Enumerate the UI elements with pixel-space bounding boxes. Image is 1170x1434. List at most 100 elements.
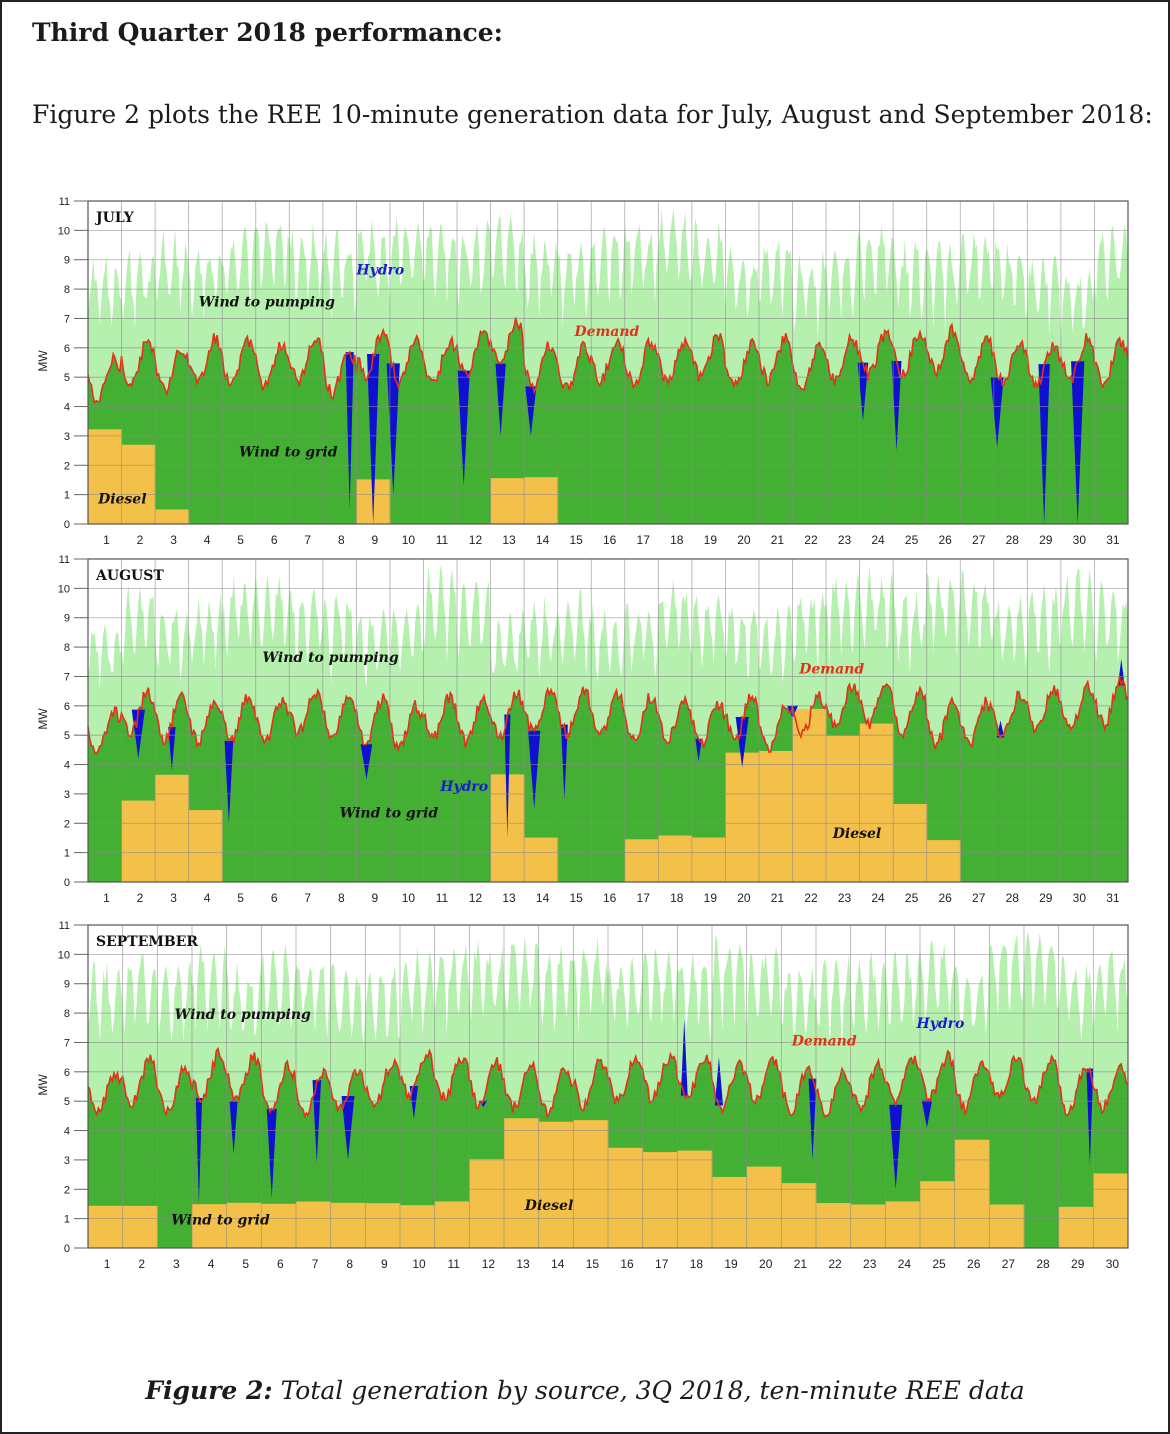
x-tick-label: 8 (346, 1257, 353, 1271)
hydro-spike (367, 354, 380, 524)
x-tick-label: 11 (447, 1257, 460, 1271)
x-tick-label: 20 (759, 1257, 773, 1271)
annotation-hydro: Hydro (355, 262, 404, 278)
panel-month-label: AUGUST (95, 568, 164, 584)
x-tick-label: 4 (204, 891, 211, 905)
x-tick-label: 23 (838, 891, 852, 905)
y-tick-label: 0 (64, 1243, 70, 1255)
x-tick-label: 19 (724, 1257, 738, 1271)
diesel-bar (658, 835, 693, 882)
x-tick-label: 9 (371, 891, 378, 905)
diesel-bar (490, 478, 525, 524)
diesel-bar (954, 1139, 990, 1248)
annotation-diesel: Diesel (97, 491, 146, 507)
annotation-diesel: Diesel (524, 1198, 573, 1214)
x-tick-label: 24 (898, 1257, 912, 1271)
hydro-spike (1086, 1068, 1094, 1166)
y-tick-label: 10 (58, 583, 70, 595)
annotation-demand: Demand (798, 662, 864, 678)
hydro-spike (479, 1100, 488, 1108)
x-tick-label: 9 (371, 533, 378, 547)
hydro-spike (921, 1100, 933, 1128)
hydro-spike (224, 740, 234, 824)
diesel-bar (226, 1202, 262, 1248)
y-tick-label: 4 (64, 402, 70, 414)
x-tick-label: 15 (586, 1257, 600, 1271)
y-tick-label: 8 (64, 284, 70, 296)
diesel-bar (792, 708, 827, 882)
hydro-spike (1071, 361, 1085, 524)
x-tick-label: 3 (173, 1257, 180, 1271)
x-tick-label: 27 (1002, 1257, 1016, 1271)
x-tick-label: 19 (704, 533, 718, 547)
annotation-wind-to-pumping: Wind to pumping (175, 1007, 311, 1023)
hydro-spike (495, 363, 506, 436)
hydro-spike (889, 1104, 903, 1190)
x-tick-label: 17 (637, 533, 651, 547)
annotation-demand: Demand (791, 1033, 857, 1049)
caption-text: Total generation by source, 3Q 2018, ten… (280, 1376, 1025, 1405)
x-tick-label: 26 (967, 1257, 981, 1271)
hydro-spike (1038, 364, 1050, 524)
y-tick-label: 2 (64, 1184, 70, 1196)
diesel-bar (885, 1201, 921, 1248)
x-tick-label: 15 (569, 533, 583, 547)
diesel-bar (725, 752, 760, 882)
annotation-wind-to-pumping: Wind to pumping (199, 295, 335, 311)
diesel-bar (608, 1147, 644, 1248)
annotation-wind-to-grid: Wind to grid (239, 444, 338, 460)
demand-line (87, 676, 1129, 755)
x-tick-label: 15 (569, 891, 583, 905)
annotation-wind-to-pumping: Wind to pumping (262, 650, 398, 666)
annotation-hydro: Hydro (439, 779, 488, 795)
demand-line (87, 317, 1129, 405)
annotation-hydro: Hydro (916, 1016, 965, 1032)
x-tick-label: 24 (871, 891, 885, 905)
x-tick-label: 25 (905, 533, 919, 547)
x-tick-label: 8 (338, 891, 345, 905)
x-tick-label: 27 (972, 891, 986, 905)
diesel-bar (816, 1203, 852, 1248)
x-tick-label: 19 (704, 891, 718, 905)
y-tick-label: 9 (64, 979, 70, 991)
diesel-bar (365, 1203, 401, 1248)
x-tick-label: 13 (516, 1257, 530, 1271)
hydro-spike (560, 724, 568, 800)
x-tick-label: 5 (237, 891, 244, 905)
x-tick-label: 14 (536, 533, 550, 547)
x-tick-label: 14 (536, 891, 550, 905)
x-tick-label: 6 (271, 533, 278, 547)
x-tick-label: 18 (690, 1257, 704, 1271)
diesel-bar (155, 774, 190, 882)
y-axis-label: MW (36, 350, 50, 372)
x-tick-label: 2 (137, 533, 144, 547)
hydro-spike (341, 1095, 355, 1160)
x-tick-label: 21 (771, 533, 785, 547)
x-tick-label: 20 (737, 533, 751, 547)
diesel-bar (642, 1152, 678, 1248)
diesel-bar (261, 1203, 297, 1248)
y-tick-label: 10 (58, 225, 70, 237)
y-axis-label: MW (36, 1074, 50, 1096)
x-tick-label: 25 (905, 891, 919, 905)
y-tick-label: 4 (64, 760, 70, 772)
y-tick-label: 0 (64, 519, 70, 531)
x-tick-label: 5 (237, 533, 244, 547)
y-tick-label: 11 (59, 554, 70, 566)
diesel-bar (121, 800, 156, 882)
y-tick-label: 3 (64, 789, 70, 801)
diesel-bar (538, 1121, 574, 1248)
hydro-spike (808, 1078, 817, 1160)
hydro-spike (525, 386, 537, 436)
hydro-spike (891, 360, 902, 451)
x-tick-label: 3 (170, 533, 177, 547)
annotation-wind-to-grid: Wind to grid (171, 1213, 270, 1229)
x-tick-label: 29 (1039, 533, 1053, 547)
x-tick-label: 16 (620, 1257, 634, 1271)
y-tick-label: 0 (64, 877, 70, 889)
x-tick-label: 30 (1073, 891, 1087, 905)
x-tick-label: 29 (1039, 891, 1053, 905)
x-tick-label: 21 (771, 891, 785, 905)
figure-caption: Figure 2: Total generation by source, 3Q… (0, 1376, 1170, 1405)
